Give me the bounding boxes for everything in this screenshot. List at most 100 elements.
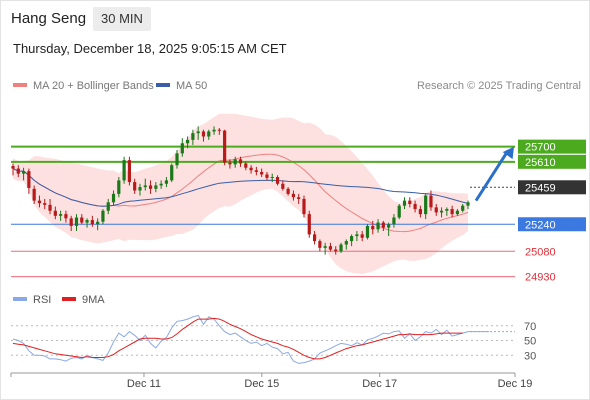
candle-body (217, 129, 221, 131)
candle-body (249, 167, 253, 171)
candle-body (307, 214, 311, 235)
candle-body (59, 214, 63, 216)
candle-body (106, 202, 110, 211)
candle-body (170, 165, 174, 181)
candle-body (127, 160, 131, 183)
candle-body (376, 222, 380, 230)
candle-body (32, 188, 36, 201)
level-label-25700: 25700 (525, 142, 556, 154)
candle-body (302, 198, 306, 215)
candle-body (90, 220, 94, 225)
x-tick-label: Dec 15 (244, 378, 279, 390)
ma50-line (12, 168, 469, 207)
candle-body (133, 182, 137, 191)
candle-body (365, 225, 370, 238)
candle-body (260, 171, 264, 175)
candle-body (392, 217, 396, 225)
legend-ma50-label: MA 50 (176, 80, 208, 92)
candle-body (37, 200, 42, 204)
candle-body (387, 224, 391, 228)
candle-body (175, 153, 179, 166)
rsi-tick-70: 70 (524, 321, 536, 333)
legend-9ma: 9MA (62, 294, 105, 306)
candle-body (180, 143, 184, 154)
candle-body (233, 159, 237, 165)
legend-rsi-label: RSI (33, 294, 52, 306)
candle-body (461, 205, 465, 211)
x-tick-label: Dec 17 (362, 378, 397, 390)
candle-body (350, 236, 354, 242)
candle-body (143, 185, 147, 188)
chart-datetime: Thursday, December 18, 2025 9:05:15 AM C… (13, 41, 287, 56)
candle-body (212, 129, 216, 132)
ma50-swatch (156, 83, 170, 88)
candle-body (312, 234, 317, 242)
candle-body (185, 139, 190, 144)
candle-body (450, 209, 454, 215)
candle-body (228, 162, 232, 165)
candle-body (196, 131, 200, 134)
candle-body (64, 214, 68, 219)
candle-body (207, 131, 211, 137)
candle-body (138, 187, 142, 191)
candle-body (291, 193, 296, 198)
forecast-arrow-head (502, 146, 514, 160)
candle-body (360, 234, 364, 238)
candle-body (238, 159, 243, 164)
candle-body (429, 195, 433, 208)
candle-body (16, 168, 20, 174)
ma20-swatch (13, 83, 27, 88)
candle-body (371, 225, 375, 230)
level-tag-25700 (518, 139, 586, 154)
level-label-25240: 25240 (525, 219, 556, 231)
level-tag-25240 (518, 217, 586, 232)
legend-ma20-label: MA 20 + Bollinger Bands (33, 80, 154, 92)
rsi-line (12, 314, 490, 364)
candle-body (101, 210, 105, 222)
level-label-25080: 25080 (525, 246, 556, 258)
candle-body (48, 204, 52, 211)
candle-body (254, 170, 258, 172)
candle-body (286, 188, 290, 194)
candle-body (445, 209, 449, 211)
candle-body (148, 185, 153, 189)
candle-body (11, 166, 15, 169)
legend-rsi: RSI (13, 294, 51, 306)
candle-body (355, 234, 359, 237)
candle-body (21, 171, 26, 174)
candle-body (265, 174, 269, 178)
legend-9ma-label: 9MA (82, 294, 105, 306)
candle-body (223, 130, 227, 163)
candle-body (164, 180, 169, 184)
candle-body (413, 204, 417, 210)
x-tick-label: Dec 19 (498, 378, 533, 390)
x-tick-label: Dec 11 (127, 378, 161, 390)
candle-body (69, 218, 73, 226)
candle-body (27, 171, 31, 188)
last-price-tag (518, 180, 586, 195)
candle-body (418, 209, 422, 215)
instrument-title: Hang Seng (11, 10, 87, 27)
candle-body (111, 193, 116, 203)
rsi-ma-swatch (62, 297, 76, 302)
candle-body (408, 200, 412, 204)
legend-ma50: MA 50 (156, 80, 207, 93)
candle-body (270, 177, 274, 178)
candle-body (96, 221, 100, 225)
candle-body (334, 249, 338, 252)
candles (11, 126, 470, 255)
candle-body (275, 177, 280, 184)
chart-header: Hang Seng 30 MIN (0, 0, 590, 34)
candle-body (74, 217, 79, 226)
candle-body (154, 185, 158, 189)
rsi-ma-line (12, 317, 463, 360)
level-label-25610: 25610 (525, 157, 556, 169)
candle-body (191, 133, 195, 140)
bollinger-band (13, 113, 468, 274)
candle-body (244, 163, 248, 168)
timeframe-button[interactable]: 30 MIN (93, 7, 151, 31)
candle-body (85, 220, 89, 223)
candle-body (159, 183, 163, 186)
candle-body (122, 160, 126, 181)
